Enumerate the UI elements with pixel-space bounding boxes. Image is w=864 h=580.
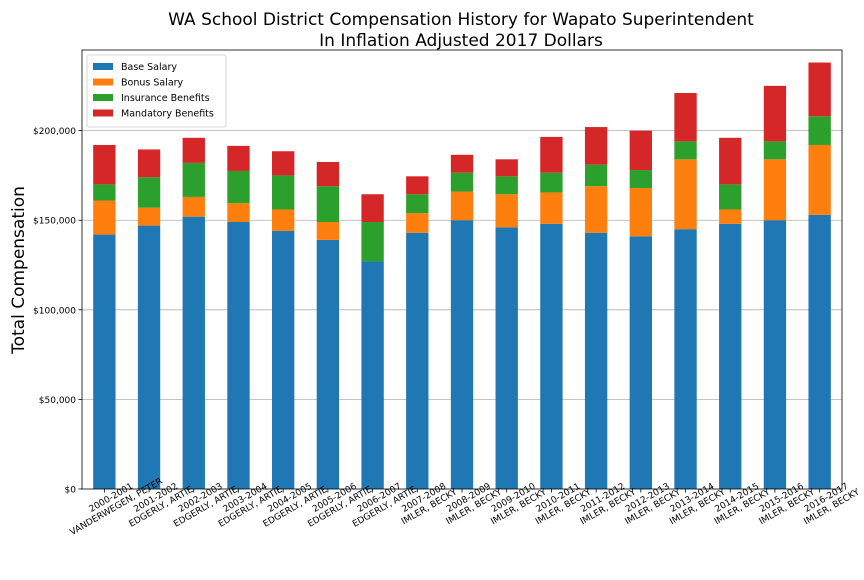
bar-segment-mandatory-benefits — [674, 93, 697, 142]
bar-segment-insurance-benefits — [495, 176, 518, 195]
bar-segment-base-salary — [719, 223, 742, 489]
bars — [93, 62, 831, 490]
legend-box — [86, 54, 227, 128]
bar-segment-base-salary — [93, 234, 116, 489]
bar-segment-base-salary — [406, 232, 429, 490]
bar-segment-mandatory-benefits — [808, 62, 831, 117]
bar-segment-mandatory-benefits — [137, 149, 161, 178]
bar-segment-mandatory-benefits — [540, 136, 563, 173]
bar-segment-base-salary — [316, 239, 340, 489]
bar-segment-base-salary — [137, 225, 161, 489]
bar-segment-mandatory-benefits — [406, 176, 429, 195]
bar-segment-bonus-salary — [137, 207, 161, 226]
bar-segment-bonus-salary — [406, 213, 429, 233]
bar-segment-insurance-benefits — [182, 162, 205, 197]
bar-segment-mandatory-benefits — [272, 151, 295, 176]
y-tick-label: $200,000 — [33, 127, 76, 137]
bar-segment-insurance-benefits — [540, 172, 563, 193]
bar-segment-bonus-salary — [93, 200, 116, 235]
bar-segment-base-salary — [450, 220, 474, 489]
bar-segment-bonus-salary — [495, 194, 518, 228]
y-tick-label: $100,000 — [33, 306, 76, 316]
bar-segment-mandatory-benefits — [495, 159, 518, 177]
bar-segment-insurance-benefits — [719, 184, 742, 210]
bar-segment-base-salary — [674, 229, 697, 490]
legend-swatch — [93, 78, 113, 86]
bar-segment-bonus-salary — [316, 222, 340, 240]
legend-swatch — [93, 94, 113, 101]
bar-segment-bonus-salary — [182, 196, 205, 217]
bar-segment-mandatory-benefits — [93, 144, 116, 185]
bar-segment-bonus-salary — [629, 187, 652, 237]
legend-label: Base Salary — [121, 62, 177, 73]
y-tick-label: $0 — [65, 486, 77, 496]
bar-segment-base-salary — [495, 227, 518, 489]
bar-segment-bonus-salary — [719, 209, 742, 224]
chart-title: WA School District Compensation History … — [168, 10, 754, 30]
bar-segment-base-salary — [584, 232, 608, 490]
bar-segment-insurance-benefits — [137, 177, 161, 208]
legend-label: Bonus Salary — [121, 78, 184, 89]
y-tick-label: $50,000 — [39, 396, 76, 406]
bar-segment-mandatory-benefits — [182, 137, 205, 163]
legend-swatch — [93, 109, 113, 117]
bar-segment-mandatory-benefits — [361, 194, 384, 223]
bar-segment-base-salary — [361, 261, 384, 489]
bar-segment-bonus-salary — [227, 203, 250, 223]
bar-segment-mandatory-benefits — [316, 161, 340, 187]
bar-segment-insurance-benefits — [450, 172, 474, 192]
bar-segment-base-salary — [763, 220, 787, 489]
bar-segment-insurance-benefits — [763, 141, 787, 160]
bar-segment-insurance-benefits — [808, 116, 831, 145]
bar-segment-mandatory-benefits — [719, 137, 742, 185]
bar-segment-insurance-benefits — [584, 164, 608, 187]
bar-segment-insurance-benefits — [361, 222, 384, 262]
legend: Base Salary Bonus Salary Insurance Benefit… — [86, 54, 227, 128]
bar-segment-insurance-benefits — [227, 170, 250, 204]
plot-frame — [81, 49, 843, 490]
bar-segment-insurance-benefits — [674, 141, 697, 160]
bar-segment-mandatory-benefits — [763, 85, 787, 142]
bar-segment-base-salary — [629, 236, 652, 489]
bar-segment-bonus-salary — [584, 186, 608, 233]
bar-segment-mandatory-benefits — [584, 127, 608, 165]
legend-swatch — [93, 63, 113, 70]
bar-segment-base-salary — [182, 216, 205, 490]
bar-segment-insurance-benefits — [406, 194, 429, 214]
bar-segment-base-salary — [808, 214, 831, 489]
bar-segment-bonus-salary — [450, 191, 474, 221]
bar-segment-bonus-salary — [540, 192, 563, 224]
bar-segment-bonus-salary — [272, 209, 295, 231]
legend-label: Insurance Benefits — [121, 93, 210, 104]
bar-segment-mandatory-benefits — [450, 154, 474, 173]
bar-segment-base-salary — [272, 230, 295, 489]
legend-label: Mandatory Benefits — [121, 109, 214, 120]
y-axis-label: Total Compensation — [9, 186, 29, 355]
bar-segment-mandatory-benefits — [227, 145, 250, 171]
bar-segment-base-salary — [540, 223, 563, 489]
chart-subtitle: In Inflation Adjusted 2017 Dollars — [319, 31, 603, 51]
y-tick-label: $150,000 — [33, 217, 76, 227]
bar-segment-bonus-salary — [763, 159, 787, 221]
bar-segment-mandatory-benefits — [629, 130, 652, 171]
bar-segment-insurance-benefits — [93, 184, 116, 201]
bar-segment-base-salary — [227, 222, 250, 489]
bar-segment-bonus-salary — [808, 144, 831, 215]
bar-segment-insurance-benefits — [629, 170, 652, 188]
bar-segment-insurance-benefits — [316, 186, 340, 223]
bar-segment-bonus-salary — [674, 159, 697, 230]
bar-segment-insurance-benefits — [272, 175, 295, 210]
